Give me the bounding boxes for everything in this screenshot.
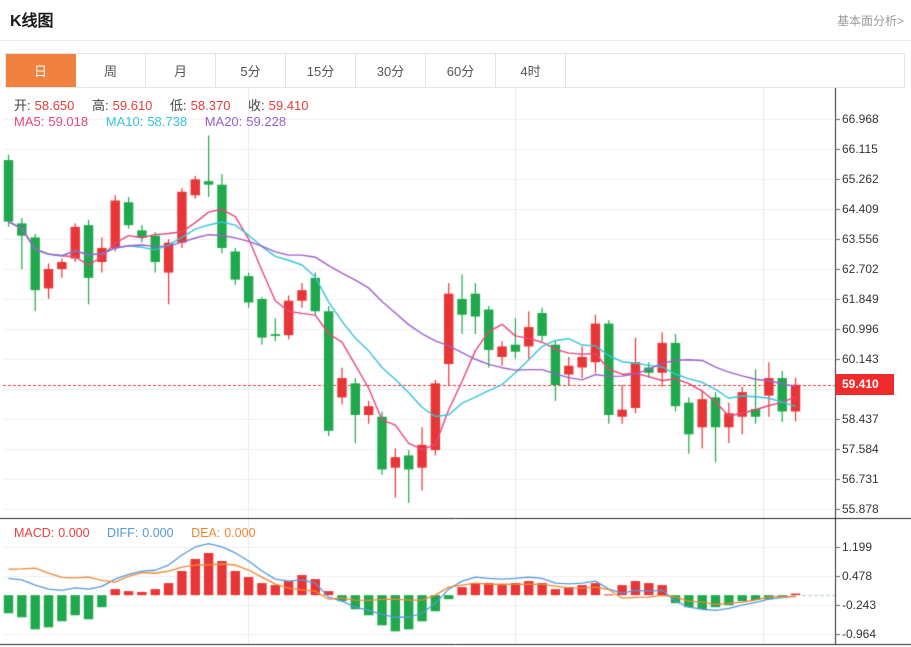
main-y-axis-label: 60.996	[842, 321, 879, 336]
dea-label: DEA:	[191, 526, 221, 540]
kline-chart-area: 开: 58.650 高: 59.610 低: 58.370 收: 59.410 MA5:…	[0, 88, 911, 647]
ohlc-readout: 开: 58.650 高: 59.610 低: 58.370 收: 59.410	[14, 95, 312, 114]
main-y-axis-label: 66.968	[842, 112, 879, 126]
macd-y-axis-label: -0.964	[842, 626, 877, 641]
tab-周[interactable]: 周	[76, 54, 146, 87]
macd-value: 0.000	[58, 526, 90, 540]
diff-value: 0.000	[142, 526, 174, 540]
tab-30分[interactable]: 30分	[356, 54, 426, 87]
main-y-axis-label: 56.731	[842, 471, 879, 486]
ma5-label: MA5:	[14, 114, 45, 129]
open-value: 58.650	[34, 98, 75, 113]
close-label: 收:	[248, 98, 265, 113]
high-value: 59.610	[112, 98, 153, 113]
open-label: 开:	[14, 98, 31, 113]
tab-5分[interactable]: 5分	[216, 54, 286, 87]
tab-4时[interactable]: 4时	[496, 54, 566, 87]
macd-label: MACD:	[14, 526, 55, 540]
main-y-axis-label: 63.556	[842, 231, 879, 246]
tab-日[interactable]: 日	[6, 54, 76, 87]
macd-readout: MACD: 0.000 DIFF: 0.000 DEA: 0.000	[14, 526, 260, 540]
ma20-label: MA20:	[204, 114, 243, 129]
tab-bar-filler	[566, 54, 904, 87]
ma5-value: 59.018	[48, 114, 89, 129]
fundamental-analysis-link[interactable]: 基本面分析>	[836, 14, 904, 28]
dea-value: 0.000	[224, 526, 256, 540]
tab-月[interactable]: 月	[146, 54, 216, 87]
kline-chart-canvas[interactable]	[0, 88, 911, 647]
main-y-axis-label: 65.262	[842, 171, 879, 186]
macd-y-axis-label: 0.478	[842, 568, 873, 583]
period-tab-bar: 日周月 5分 15分 30分 60分 4时	[5, 53, 905, 88]
low-label: 低:	[170, 98, 187, 113]
main-y-axis-label: 57.584	[842, 441, 879, 456]
page-title: K线图	[10, 13, 54, 30]
ma10-label: MA10:	[105, 114, 144, 129]
macd-y-axis-label: -0.243	[842, 597, 877, 612]
main-y-axis-label: 64.409	[842, 201, 879, 216]
tab-60分[interactable]: 60分	[426, 54, 496, 87]
tab-15分[interactable]: 15分	[286, 54, 356, 87]
ma-readout: MA5: 59.018 MA10: 58.738 MA20: 59.228	[14, 114, 290, 129]
main-y-axis-label: 62.702	[842, 262, 879, 276]
main-y-axis-label: 60.143	[842, 351, 879, 366]
low-value: 58.370	[190, 98, 231, 113]
ma10-value: 58.738	[147, 114, 188, 129]
high-label: 高:	[92, 98, 109, 113]
close-value: 59.410	[268, 98, 309, 113]
main-y-axis-label: 66.115	[842, 142, 878, 156]
current-price-badge: 59.410	[836, 374, 894, 396]
diff-label: DIFF:	[107, 526, 139, 540]
main-y-axis-label: 55.878	[842, 501, 879, 516]
main-y-axis-label: 58.437	[842, 411, 879, 426]
macd-y-axis-label: 1.199	[842, 539, 873, 554]
title-divider	[0, 40, 911, 41]
ma20-value: 59.228	[246, 114, 287, 129]
main-y-axis-label: 61.849	[842, 291, 879, 306]
